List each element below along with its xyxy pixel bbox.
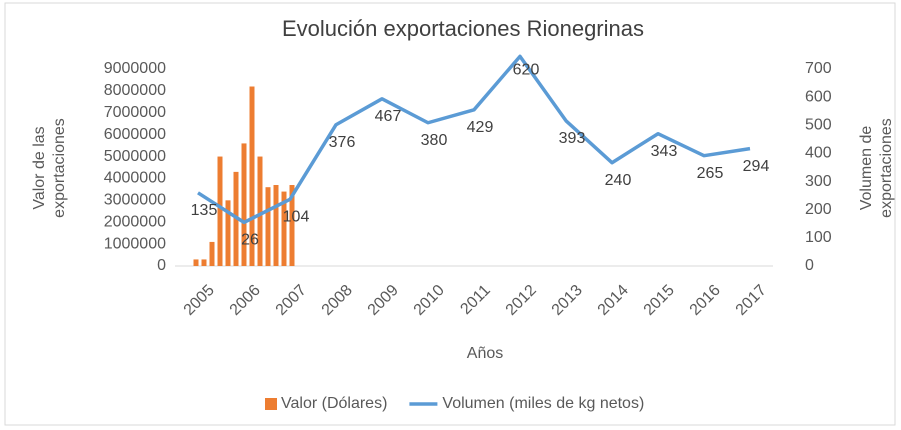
bar [281, 191, 287, 266]
y2-tick-label: 300 [805, 173, 832, 190]
legend-label: Valor (Dólares) [281, 395, 387, 412]
y-tick-label: 7000000 [104, 104, 166, 121]
y-axis-title-line: exportaciones [51, 118, 68, 218]
bar [289, 185, 295, 266]
y2-tick-label: 100 [805, 229, 832, 246]
data-label: 294 [743, 158, 770, 175]
legend-swatch [265, 398, 277, 410]
y2-axis-title-line: Volumen de [858, 126, 875, 211]
data-label: 240 [605, 172, 632, 189]
y-tick-label: 9000000 [104, 60, 166, 77]
x-axis-title: Años [467, 345, 503, 362]
data-label: 343 [651, 143, 678, 160]
y-tick-label: 2000000 [104, 213, 166, 230]
data-label: 429 [467, 119, 494, 136]
y-tick-label: 4000000 [104, 170, 166, 187]
y-tick-label: 3000000 [104, 192, 166, 209]
data-label: 104 [283, 209, 310, 226]
data-label: 467 [375, 108, 402, 125]
bar [193, 259, 199, 266]
y2-tick-label: 200 [805, 201, 832, 218]
bar [257, 156, 263, 266]
y2-tick-label: 500 [805, 117, 832, 134]
y-tick-label: 0 [157, 257, 166, 274]
y2-axis-title: Volumen de exportaciones [858, 118, 895, 218]
y-tick-label: 6000000 [104, 126, 166, 143]
data-label: 393 [559, 130, 586, 147]
y-tick-label: 1000000 [104, 235, 166, 252]
bar [249, 86, 255, 266]
data-label: 376 [329, 134, 356, 151]
bar [265, 187, 271, 266]
chart-frame [4, 2, 896, 426]
y2-tick-label: 600 [805, 88, 832, 105]
line [197, 54, 751, 225]
y2-axis-title-line: exportaciones [878, 118, 895, 218]
legend-label: Volumen (miles de kg netos) [442, 395, 644, 412]
data-label: 620 [513, 62, 540, 79]
y-axis-title-line: Valor de las [31, 126, 48, 209]
bar [273, 185, 279, 266]
y-tick-label: 5000000 [104, 148, 166, 165]
y-axis-title: Valor de las exportaciones [31, 118, 68, 218]
y2-tick-label: 400 [805, 145, 832, 162]
chart-title: Evolución exportaciones Rionegrinas [282, 16, 644, 41]
bar [225, 200, 231, 266]
y2-tick-label: 700 [805, 60, 832, 77]
data-label: 265 [697, 165, 724, 182]
bar [201, 259, 207, 266]
bar [209, 241, 215, 266]
data-label: 380 [421, 132, 448, 149]
bar [217, 156, 223, 266]
data-label: 135 [191, 202, 218, 219]
bar [241, 143, 247, 266]
y-tick-label: 8000000 [104, 82, 166, 99]
y2-tick-label: 0 [805, 257, 814, 274]
data-label: 26 [241, 232, 259, 249]
